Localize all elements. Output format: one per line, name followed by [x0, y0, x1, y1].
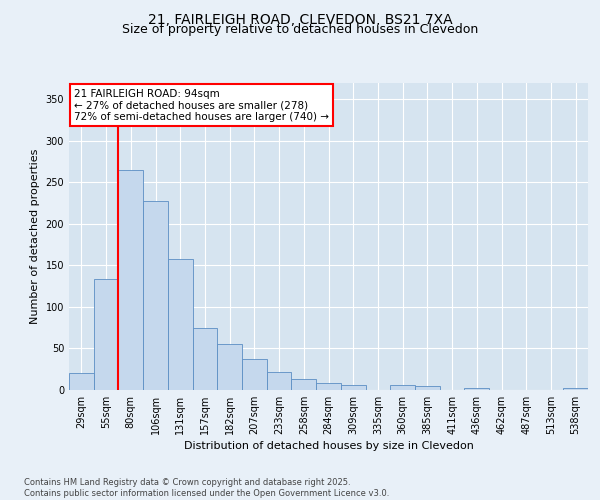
Bar: [143, 200, 168, 390]
Text: Size of property relative to detached houses in Clevedon: Size of property relative to detached ho…: [122, 22, 478, 36]
Y-axis label: Number of detached properties: Number of detached properties: [30, 148, 40, 324]
Text: 21, FAIRLEIGH ROAD, CLEVEDON, BS21 7XA: 21, FAIRLEIGH ROAD, CLEVEDON, BS21 7XA: [148, 12, 452, 26]
Text: Contains HM Land Registry data © Crown copyright and database right 2025.
Contai: Contains HM Land Registry data © Crown c…: [24, 478, 389, 498]
Bar: [94, 280, 118, 390]
Bar: [464, 388, 489, 390]
Bar: [563, 388, 588, 390]
Bar: [292, 379, 316, 390]
Bar: [69, 372, 94, 390]
Bar: [118, 170, 143, 390]
Bar: [217, 344, 242, 390]
Bar: [267, 372, 292, 390]
Text: 21 FAIRLEIGH ROAD: 94sqm
← 27% of detached houses are smaller (278)
72% of semi-: 21 FAIRLEIGH ROAD: 94sqm ← 27% of detach…: [74, 88, 329, 122]
Bar: [316, 382, 341, 390]
Bar: [415, 386, 440, 390]
Bar: [168, 258, 193, 390]
Bar: [193, 328, 217, 390]
Bar: [390, 385, 415, 390]
X-axis label: Distribution of detached houses by size in Clevedon: Distribution of detached houses by size …: [184, 441, 473, 451]
Bar: [341, 385, 365, 390]
Bar: [242, 359, 267, 390]
